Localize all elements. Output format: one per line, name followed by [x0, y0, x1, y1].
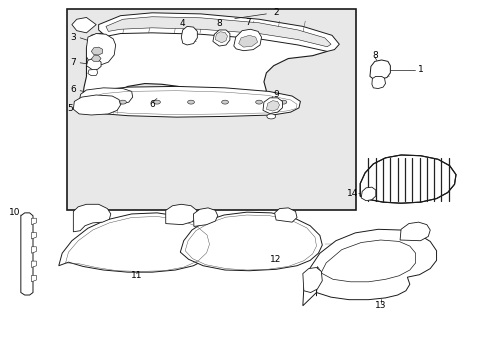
- Polygon shape: [266, 101, 279, 111]
- Polygon shape: [31, 275, 36, 282]
- Polygon shape: [360, 155, 455, 203]
- FancyBboxPatch shape: [67, 9, 356, 210]
- Ellipse shape: [221, 100, 228, 104]
- Polygon shape: [233, 29, 261, 51]
- Polygon shape: [31, 247, 36, 253]
- Polygon shape: [302, 229, 436, 306]
- Text: 4: 4: [179, 19, 184, 28]
- Ellipse shape: [187, 100, 194, 104]
- Polygon shape: [59, 213, 215, 272]
- Polygon shape: [73, 204, 111, 232]
- Polygon shape: [91, 56, 101, 62]
- Polygon shape: [238, 35, 257, 47]
- Ellipse shape: [153, 100, 160, 104]
- Ellipse shape: [115, 102, 119, 105]
- Polygon shape: [106, 17, 330, 47]
- Text: 12: 12: [270, 255, 281, 264]
- Text: 13: 13: [374, 301, 386, 310]
- Polygon shape: [212, 30, 229, 46]
- Ellipse shape: [81, 104, 86, 106]
- Polygon shape: [371, 76, 385, 89]
- Text: 14: 14: [346, 189, 357, 198]
- Polygon shape: [361, 187, 375, 201]
- Polygon shape: [215, 32, 227, 43]
- Polygon shape: [399, 222, 429, 241]
- Polygon shape: [83, 31, 326, 104]
- Text: 8: 8: [371, 51, 377, 60]
- Polygon shape: [180, 212, 322, 271]
- Text: 7: 7: [70, 58, 76, 67]
- Polygon shape: [21, 213, 33, 295]
- Polygon shape: [193, 208, 217, 226]
- Polygon shape: [88, 69, 98, 76]
- Polygon shape: [31, 218, 36, 225]
- Ellipse shape: [101, 102, 106, 105]
- Text: 8: 8: [216, 19, 222, 28]
- Polygon shape: [316, 240, 415, 296]
- Text: 1: 1: [417, 66, 423, 75]
- Polygon shape: [88, 86, 300, 117]
- Text: 6: 6: [70, 85, 76, 94]
- Polygon shape: [86, 33, 116, 66]
- Polygon shape: [72, 18, 96, 33]
- Text: 10: 10: [9, 208, 20, 217]
- Text: 3: 3: [70, 33, 76, 42]
- Polygon shape: [79, 88, 132, 106]
- Polygon shape: [99, 13, 339, 51]
- Text: 7: 7: [245, 18, 251, 27]
- Text: 2: 2: [273, 8, 278, 17]
- Polygon shape: [31, 261, 36, 267]
- Polygon shape: [263, 98, 282, 113]
- Polygon shape: [86, 59, 101, 70]
- Ellipse shape: [87, 102, 92, 105]
- Polygon shape: [165, 204, 197, 225]
- Polygon shape: [369, 60, 389, 79]
- Polygon shape: [31, 233, 36, 239]
- Polygon shape: [181, 26, 197, 45]
- Text: 5: 5: [67, 104, 73, 113]
- Ellipse shape: [119, 100, 126, 104]
- Ellipse shape: [255, 100, 262, 104]
- Polygon shape: [73, 95, 120, 115]
- Polygon shape: [274, 208, 296, 222]
- Ellipse shape: [106, 104, 110, 106]
- Text: 11: 11: [131, 271, 142, 280]
- Ellipse shape: [280, 100, 286, 104]
- Ellipse shape: [94, 104, 98, 106]
- Text: 9: 9: [273, 90, 279, 99]
- Text: 6: 6: [149, 100, 155, 109]
- Polygon shape: [91, 47, 102, 55]
- Ellipse shape: [266, 114, 275, 119]
- Polygon shape: [302, 267, 322, 293]
